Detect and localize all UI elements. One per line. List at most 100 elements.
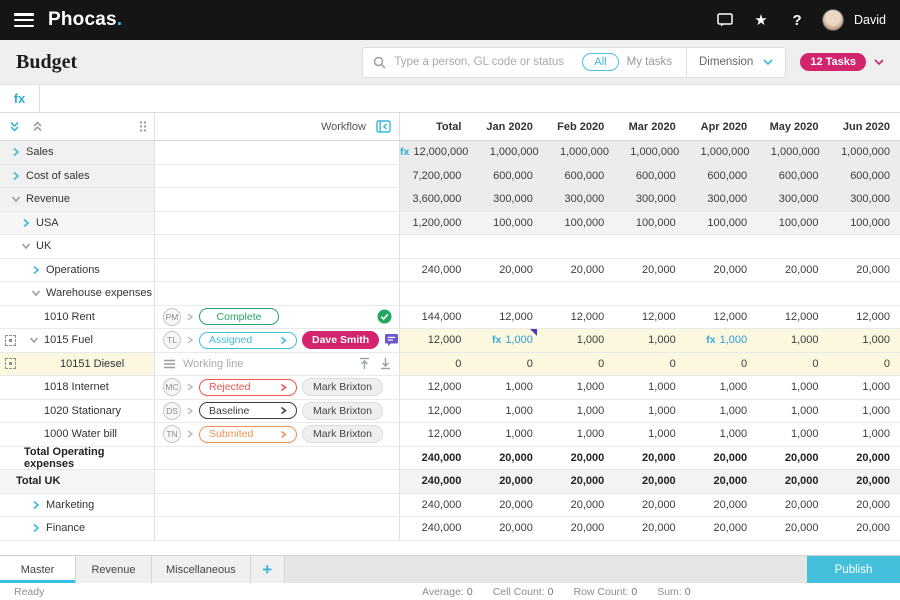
collapse-all-icon[interactable] [31,120,44,133]
grid-cell[interactable]: 20,000 [757,470,829,493]
grid-cell[interactable]: 0 [542,352,615,375]
grid-cell[interactable] [828,235,900,258]
grid-cell[interactable]: 20,000 [542,517,615,540]
grid-cell[interactable]: 20,000 [471,446,543,469]
comment-icon[interactable] [384,333,399,347]
workflow-cell[interactable]: TL Assigned Dave Smith [155,329,422,352]
grid-cell[interactable]: 100,000 [471,211,543,234]
grid-cell[interactable]: 12,000 [757,305,829,328]
filter-my-tasks[interactable]: My tasks [626,56,672,68]
status-pill[interactable]: Rejected [199,378,297,396]
workflow-cell[interactable]: TN Submited Mark Brixton [155,423,400,446]
grid-cell[interactable]: 100,000 [828,211,900,234]
tasks-dropdown[interactable]: 12 Tasks [800,53,884,71]
grid-cell[interactable]: 20,000 [471,258,543,281]
grid-cell[interactable] [400,235,472,258]
grid-cell[interactable]: 1,000 [614,423,686,446]
grid-cell[interactable]: 12,000 [400,376,472,399]
status-pill[interactable]: Submited [199,425,297,443]
grid-cell[interactable]: 12,000 [828,305,900,328]
grid-cell[interactable]: 240,000 [400,517,472,540]
grid-cell[interactable] [542,282,615,305]
cell-reference-icon[interactable] [5,334,16,346]
grid-cell[interactable]: 1,000 [614,329,686,352]
grid-cell[interactable]: 300,000 [685,188,758,211]
fx-icon[interactable]: fx [0,85,40,112]
grid-cell[interactable]: 12,000 [400,329,472,352]
grid-cell[interactable]: 1,000 [542,376,615,399]
grid-cell[interactable]: 240,000 [400,470,472,493]
check-circle-icon[interactable] [377,309,392,324]
chevron-right-icon[interactable] [30,499,42,511]
search-input[interactable] [394,56,575,68]
grid-cell[interactable]: 20,000 [757,258,829,281]
grid-cell[interactable]: 0 [471,352,543,375]
row-label-cell[interactable]: 10151 Diesel [0,352,155,375]
grid-cell[interactable]: 300,000 [471,188,543,211]
grid-cell[interactable] [685,282,758,305]
grid-cell[interactable]: 1,000 [757,376,829,399]
grid-cell[interactable]: 1,000,000 [618,141,690,164]
grid-cell[interactable]: 20,000 [828,258,900,281]
grid-cell[interactable]: 600,000 [757,164,829,187]
grid-cell[interactable]: 20,000 [685,258,758,281]
dimension-dropdown[interactable]: Dimension [686,47,785,77]
grid-cell[interactable]: 20,000 [614,517,686,540]
status-pill[interactable]: Baseline [199,402,297,420]
row-label-cell[interactable]: 1010 Rent [0,305,155,328]
assignee-pill[interactable]: Mark Brixton [302,378,383,397]
status-pill[interactable]: Complete [199,308,279,326]
grid-cell[interactable]: 1,000,000 [759,141,830,164]
grid-cell[interactable] [400,282,472,305]
grid-cell[interactable]: 240,000 [400,446,472,469]
grid-cell[interactable]: 20,000 [685,493,758,516]
grid-cell[interactable] [614,282,686,305]
grid-cell[interactable]: 100,000 [614,211,686,234]
sheet-tab-miscellaneous[interactable]: Miscellaneous [152,556,251,583]
grid-cell[interactable]: 20,000 [828,517,900,540]
grid-cell[interactable]: fx 1,000 [471,329,543,352]
grid-cell[interactable]: fx 12,000,000 [400,141,479,164]
chevron-right-icon[interactable] [10,170,22,182]
row-label-cell[interactable]: Revenue [0,188,155,211]
grid-cell[interactable]: 20,000 [471,470,543,493]
grid-cell[interactable]: 300,000 [757,188,829,211]
cell-reference-icon[interactable] [5,358,16,370]
grid-cell[interactable]: 1,000 [471,423,543,446]
grid-cell[interactable]: 1,000,000 [829,141,900,164]
grid-cell[interactable]: 20,000 [757,517,829,540]
row-label-cell[interactable]: 1020 Stationary [0,399,155,422]
grid-cell[interactable]: 0 [614,352,686,375]
grid-cell[interactable]: 20,000 [828,493,900,516]
workflow-step-badge[interactable]: DS [163,401,181,420]
grid-cell[interactable]: 20,000 [542,446,615,469]
workflow-step-badge[interactable]: MC [163,378,181,397]
sheet-tab-revenue[interactable]: Revenue [76,556,152,583]
grid-cell[interactable]: 20,000 [471,517,543,540]
grid-cell[interactable]: 300,000 [828,188,900,211]
grid-cell[interactable]: 1,000,000 [689,141,760,164]
publish-button[interactable]: Publish [807,556,900,583]
grid-cell[interactable]: 20,000 [542,470,615,493]
grid-cell[interactable] [471,235,543,258]
grid-cell[interactable]: 240,000 [400,258,472,281]
grid-cell[interactable]: 600,000 [614,164,686,187]
grid-cell[interactable]: 1,000 [471,399,543,422]
grid-cell[interactable]: 300,000 [542,188,615,211]
grid-cell[interactable]: 20,000 [828,470,900,493]
grid-cell[interactable]: 20,000 [614,493,686,516]
workflow-cell[interactable]: Working line [155,352,400,375]
grid-cell[interactable]: 600,000 [685,164,758,187]
grid-cell[interactable]: 20,000 [685,446,758,469]
assignee-pill[interactable]: Mark Brixton [302,425,383,444]
grid-cell[interactable]: 20,000 [828,446,900,469]
status-pill[interactable]: Assigned [199,331,297,349]
grid-cell[interactable]: 1,000 [542,399,615,422]
grid-cell[interactable]: 600,000 [471,164,543,187]
row-label-cell[interactable]: UK [0,235,155,258]
grid-cell[interactable]: 12,000 [614,305,686,328]
grid-cell[interactable]: 144,000 [400,305,472,328]
grid-cell[interactable]: 1,000 [757,329,829,352]
grid-cell[interactable]: 20,000 [685,470,758,493]
workflow-cell[interactable]: PM Complete [155,305,400,328]
